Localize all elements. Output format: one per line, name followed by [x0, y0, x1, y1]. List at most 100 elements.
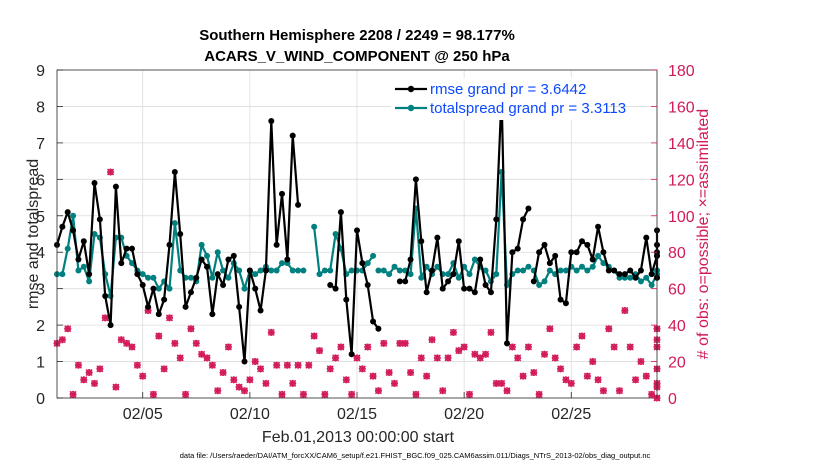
obs-marker: [632, 376, 640, 384]
rmse-series-point: [70, 227, 77, 234]
obs-assimilated-marker: [417, 354, 425, 362]
obs-marker: [551, 354, 559, 362]
rmse-series-point: [525, 205, 532, 212]
obs-marker: [423, 372, 431, 380]
obs-assimilated-marker: [123, 339, 131, 347]
obs-marker: [91, 379, 98, 387]
obs-marker: [541, 350, 548, 358]
rmse-series-point: [471, 289, 478, 296]
totalspread-series-point: [520, 267, 527, 274]
y-tick-label-right: 140: [668, 136, 695, 153]
obs-assimilated-marker: [380, 339, 388, 347]
y-tick-label-left: 3: [36, 282, 45, 299]
y-tick-label-right: 0: [668, 391, 677, 408]
totalspread-series-point: [541, 278, 548, 285]
obs-marker: [149, 390, 157, 398]
y-tick-label-left: 7: [36, 136, 45, 153]
obs-marker: [214, 387, 222, 395]
rmse-series-point: [102, 292, 109, 299]
rmse-series-point: [332, 285, 339, 292]
obs-assimilated-marker: [262, 379, 270, 387]
footnote: data file: /Users/raeder/DAI/ATM_forcXX/…: [180, 451, 651, 460]
obs-marker: [74, 361, 82, 369]
obs-marker: [101, 314, 109, 322]
y-tick-label-right: 100: [668, 209, 695, 226]
x-tick-label: 02/10: [230, 406, 270, 423]
obs-marker: [241, 387, 248, 395]
obs-marker: [273, 361, 281, 369]
obs-marker: [342, 376, 350, 384]
totalspread-series-point: [252, 271, 259, 278]
totalspread-series-point: [370, 252, 377, 259]
obs-assimilated-marker: [74, 361, 82, 369]
totalspread-series-point: [268, 267, 275, 274]
obs-marker: [514, 354, 522, 362]
rmse-series-point: [455, 238, 462, 245]
obs-assimilated-marker: [605, 325, 613, 333]
obs-assimilated-marker: [358, 365, 366, 373]
rmse-series-point: [75, 256, 82, 263]
totalspread-series-point: [204, 252, 210, 259]
obs-assimilated-marker: [187, 325, 195, 333]
obs-assimilated-marker: [203, 354, 211, 362]
obs-assimilated-marker: [117, 336, 125, 344]
rmse-series-point: [354, 227, 360, 234]
obs-marker: [96, 365, 104, 373]
obs-marker: [283, 361, 291, 369]
obs-marker: [407, 368, 415, 376]
y-tick-label-right: 20: [668, 355, 686, 372]
rmse-series-point: [514, 245, 521, 252]
y-tick-label-right: 80: [668, 245, 686, 262]
obs-assimilated-marker: [423, 372, 431, 380]
legend-label-spread: totalspread grand pr = 3.3113: [430, 100, 626, 117]
obs-marker: [128, 343, 136, 351]
y-axis-label-right: # of obs: o=possible; ×=assimilated: [695, 109, 712, 359]
rmse-series-point: [648, 271, 655, 278]
rmse-series-point: [86, 271, 93, 278]
totalspread-series-point: [80, 263, 87, 270]
rmse-series-point: [343, 296, 350, 303]
totalspread-series-point: [321, 267, 328, 274]
rmse-series-point: [621, 271, 628, 278]
rmse-series-point: [198, 256, 205, 263]
rmse-series-point: [252, 285, 259, 292]
totalspread-series-point: [375, 267, 382, 274]
obs-assimilated-marker: [241, 387, 248, 395]
obs-assimilated-marker: [283, 361, 291, 369]
obs-assimilated-marker: [374, 387, 382, 395]
obs-assimilated-marker: [492, 379, 500, 387]
obs-assimilated-marker: [476, 354, 484, 362]
obs-marker: [160, 365, 168, 373]
rmse-series-point: [273, 241, 280, 248]
obs-marker: [267, 328, 275, 336]
obs-assimilated-marker: [557, 365, 565, 373]
totalspread-series-point: [70, 212, 77, 219]
obs-marker: [208, 361, 216, 369]
rmse-series-point: [605, 267, 612, 274]
totalspread-series-point: [546, 267, 553, 274]
obs-marker: [476, 354, 484, 362]
obs-marker: [58, 336, 66, 344]
obs-marker: [605, 325, 613, 333]
obs-marker: [192, 339, 200, 347]
obs-marker: [294, 361, 302, 369]
legend-label-rmse: rmse grand pr = 3.6442: [430, 81, 586, 98]
obs-marker: [621, 307, 629, 315]
rmse-series-point: [268, 118, 275, 125]
obs-marker: [117, 336, 125, 344]
rmse-series-point: [477, 256, 484, 263]
obs-assimilated-marker: [299, 390, 307, 398]
obs-marker: [133, 361, 141, 369]
totalspread-series-point: [595, 252, 602, 259]
obs-marker: [455, 347, 463, 355]
obs-marker: [626, 343, 634, 351]
obs-assimilated-marker: [246, 376, 254, 384]
obs-assimilated-marker: [541, 350, 548, 358]
totalspread-series-point: [627, 274, 634, 281]
series-layer: [53, 92, 661, 402]
rmse-series-point: [370, 318, 377, 325]
obs-marker: [69, 390, 77, 398]
obs-marker: [380, 339, 388, 347]
totalspread-series-point: [386, 271, 393, 278]
obs-marker: [487, 328, 495, 336]
